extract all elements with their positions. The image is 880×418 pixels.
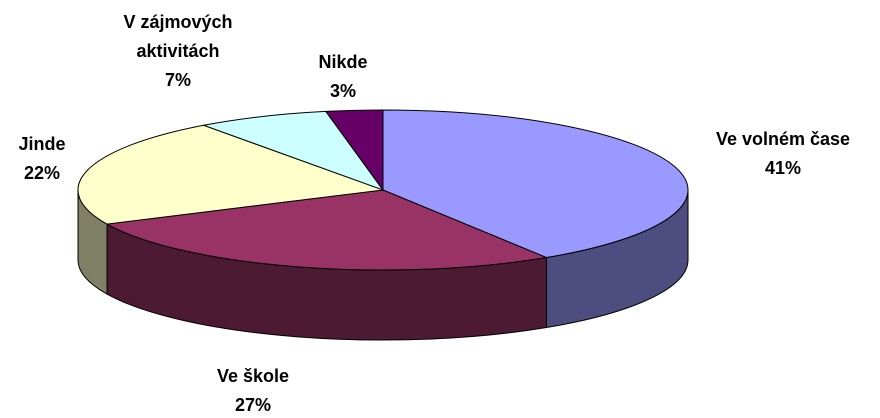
slice-top	[382, 109, 689, 259]
category-name: V zájmových aktivitách	[123, 12, 233, 61]
slice	[201, 110, 385, 192]
slice-label: Jinde 22%	[0, 130, 137, 188]
tops	[77, 109, 689, 271]
slice-top	[201, 110, 385, 192]
value-label: 22%	[23, 163, 61, 183]
slice-label: Ve škole 27%	[158, 362, 348, 418]
slice-top	[105, 189, 549, 271]
slice-label: Nikde 3%	[248, 48, 438, 106]
value-label: 3%	[329, 81, 356, 101]
category-name: Ve volném čase	[715, 129, 851, 149]
category-name: Ve škole	[216, 366, 290, 386]
slice-top	[324, 109, 384, 192]
sides	[77, 189, 689, 341]
slice-top	[77, 124, 384, 225]
value-label: 27%	[234, 395, 272, 415]
slice-label: V zájmových aktivitách 7%	[103, 8, 253, 95]
category-name: Jinde	[18, 134, 66, 154]
slice	[77, 124, 384, 225]
slice	[324, 109, 384, 192]
slice	[105, 189, 549, 271]
slice	[382, 109, 689, 259]
category-name: Nikde	[318, 52, 368, 72]
value-label: 7%	[164, 70, 191, 90]
value-label: 41%	[764, 158, 802, 178]
slice-label: Ve volném čase 41%	[688, 125, 878, 183]
